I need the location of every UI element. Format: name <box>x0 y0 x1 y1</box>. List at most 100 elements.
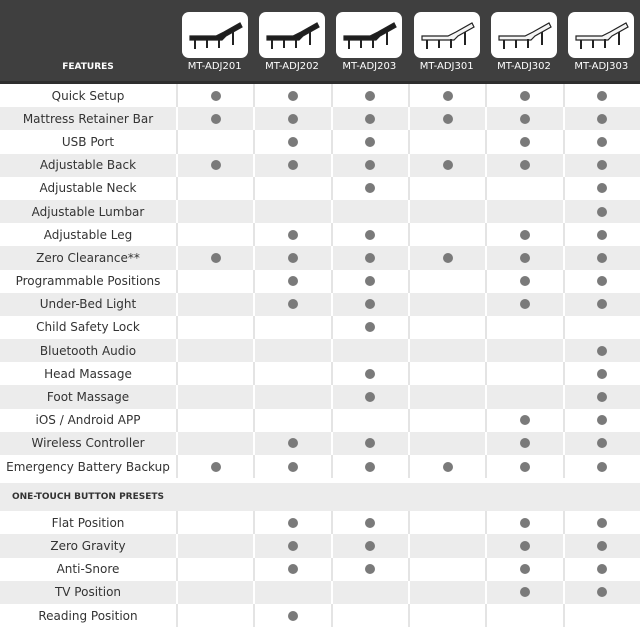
feature-cell <box>330 315 408 340</box>
included-dot-icon <box>365 540 376 551</box>
feature-cell <box>408 292 485 316</box>
feature-cell <box>176 176 253 200</box>
feature-name: Quick Setup <box>51 88 125 103</box>
feature-name: Bluetooth Audio <box>39 343 137 358</box>
feature-cell <box>330 385 408 409</box>
included-dot-icon <box>210 113 221 124</box>
feature-cell <box>485 84 562 108</box>
included-dot-icon <box>519 587 530 598</box>
feature-cell <box>253 269 330 293</box>
feature-cell <box>253 315 330 340</box>
feature-cell <box>485 557 562 581</box>
feature-cell <box>176 269 253 293</box>
table-row: Foot Massage <box>0 385 640 409</box>
included-dot-icon <box>365 368 376 379</box>
feature-cell <box>176 315 253 340</box>
feature-cell <box>253 511 330 535</box>
feature-cell <box>485 603 562 628</box>
included-dot-icon <box>365 564 376 575</box>
feature-cell <box>485 223 562 247</box>
included-dot-icon <box>287 136 298 147</box>
feature-cell <box>408 580 485 604</box>
feature-cell <box>408 511 485 535</box>
included-dot-icon <box>519 276 530 287</box>
included-dot-icon <box>365 392 376 403</box>
included-dot-icon <box>519 160 530 171</box>
table-row: Mattress Retainer Bar <box>0 107 640 131</box>
feature-cell <box>253 580 330 604</box>
feature-cell <box>176 408 253 432</box>
feature-cell <box>562 534 640 558</box>
feature-cell <box>330 223 408 247</box>
feature-cell <box>253 408 330 432</box>
feature-name: Mattress Retainer Bar <box>22 111 154 126</box>
included-dot-icon <box>519 229 530 240</box>
feature-name: Child Safety Lock <box>36 320 140 335</box>
feature-cell <box>408 455 485 479</box>
feature-cell <box>330 84 408 108</box>
feature-cell <box>408 107 485 131</box>
feature-cell <box>330 130 408 154</box>
feature-cell <box>176 534 253 558</box>
feature-cell <box>253 84 330 108</box>
model-name: MT-ADJ202 <box>265 61 319 72</box>
feature-cell <box>330 199 408 224</box>
included-dot-icon <box>210 90 221 101</box>
included-dot-icon <box>597 461 608 472</box>
included-dot-icon <box>597 183 608 194</box>
included-dot-icon <box>597 206 608 217</box>
feature-name: TV Position <box>54 585 122 600</box>
included-dot-icon <box>287 461 298 472</box>
feature-cell <box>253 292 330 316</box>
table-row: Reading Position <box>0 603 640 628</box>
model-name: MT-ADJ201 <box>187 61 242 72</box>
included-dot-icon <box>519 252 530 263</box>
feature-cell <box>253 130 330 154</box>
included-dot-icon <box>287 252 298 263</box>
included-dot-icon <box>210 160 221 171</box>
included-dot-icon <box>287 564 298 575</box>
feature-cell <box>562 246 640 270</box>
table-row: Bluetooth Audio <box>0 339 640 363</box>
included-dot-icon <box>597 517 608 528</box>
table-row: Zero Clearance** <box>0 246 640 270</box>
included-dot-icon <box>519 113 530 124</box>
bed-thumbnail <box>258 12 325 58</box>
feature-cell <box>562 176 640 200</box>
included-dot-icon <box>287 113 298 124</box>
feature-cell <box>562 408 640 432</box>
feature-cell <box>253 534 330 558</box>
feature-cell <box>330 455 408 479</box>
feature-cell <box>562 292 640 316</box>
feature-cell <box>330 246 408 270</box>
feature-cell <box>562 339 640 363</box>
included-dot-icon <box>597 252 608 263</box>
bed-thumbnail <box>181 12 248 58</box>
included-dot-icon <box>597 136 608 147</box>
table-row: Zero Gravity <box>0 534 640 558</box>
feature-cell <box>176 603 253 628</box>
feature-cell <box>485 362 562 386</box>
feature-cell <box>562 269 640 293</box>
included-dot-icon <box>597 160 608 171</box>
feature-cell <box>485 315 562 340</box>
feature-cell <box>176 246 253 270</box>
feature-cell <box>562 511 640 535</box>
feature-cell <box>408 557 485 581</box>
feature-cell <box>408 223 485 247</box>
included-dot-icon <box>519 90 530 101</box>
feature-cell <box>330 339 408 363</box>
model-name: MT-ADJ303 <box>574 61 629 72</box>
included-dot-icon <box>287 229 298 240</box>
feature-cell <box>485 292 562 316</box>
feature-cell <box>330 511 408 535</box>
included-dot-icon <box>210 252 221 263</box>
feature-cell <box>253 199 330 224</box>
included-dot-icon <box>519 517 530 528</box>
included-dot-icon <box>442 90 453 101</box>
feature-cell <box>562 84 640 108</box>
feature-name: Emergency Battery Backup <box>6 459 170 474</box>
feature-cell <box>253 107 330 131</box>
feature-cell <box>330 269 408 293</box>
included-dot-icon <box>365 160 376 171</box>
